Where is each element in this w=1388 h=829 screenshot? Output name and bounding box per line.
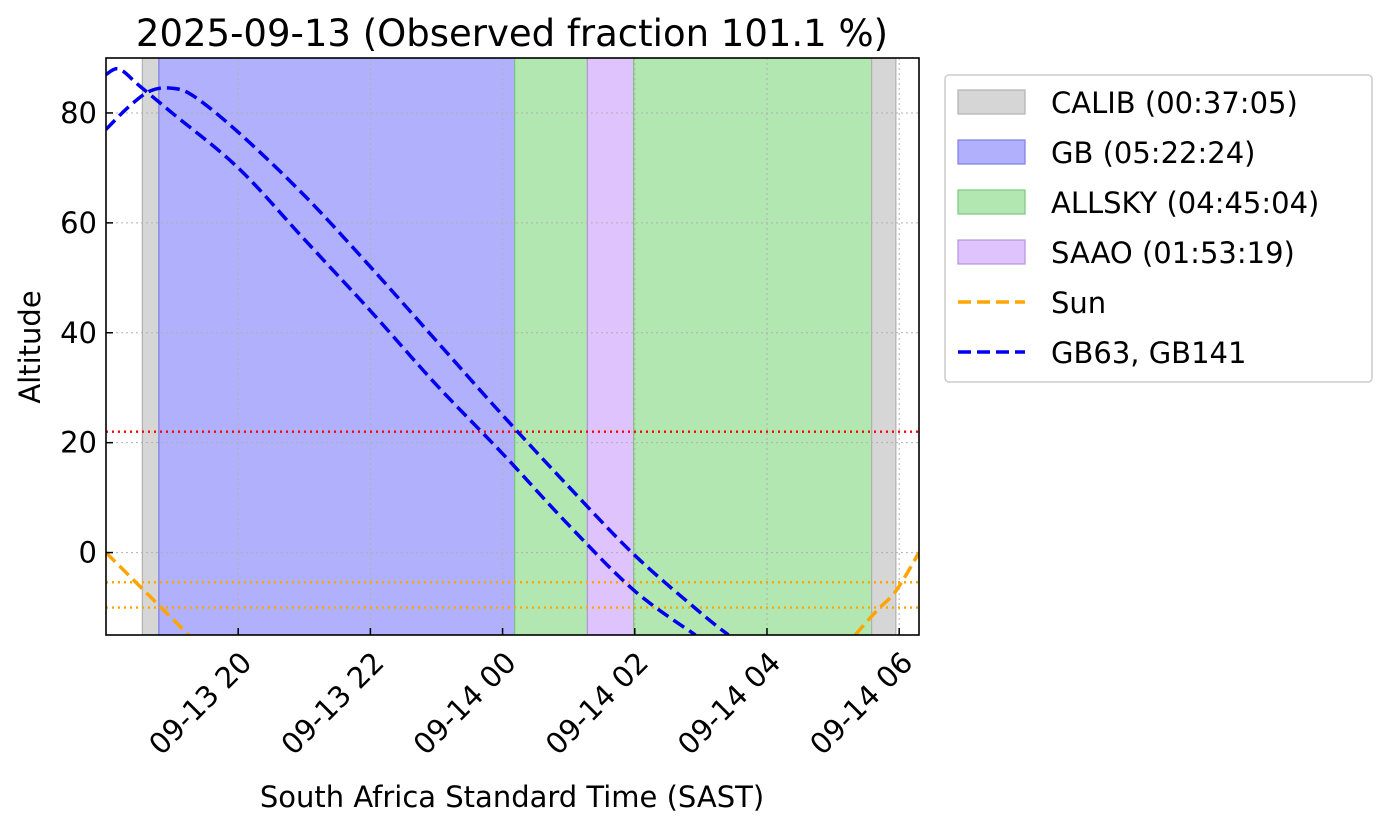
legend-swatch	[957, 139, 1026, 165]
legend-swatch	[957, 89, 1026, 115]
x-tick-label: 09-14 04	[671, 645, 787, 761]
x-tick-label: 09-14 00	[407, 645, 523, 761]
x-tick-label: 09-13 22	[274, 645, 390, 761]
span-gb-1	[158, 58, 516, 635]
x-tick-label: 09-13 20	[142, 645, 258, 761]
series-sun-line	[853, 551, 919, 635]
chart-title: 2025-09-13 (Observed fraction 101.1 %)	[136, 12, 888, 55]
legend-swatch	[957, 239, 1026, 265]
span-calib-5	[871, 58, 897, 635]
legend-frame	[944, 74, 1373, 383]
span-calib-0	[141, 58, 160, 635]
legend: CALIB (00:37:05) GB (05:22:24) ALLSKY (04:…	[944, 74, 1373, 383]
legend-label: ALLSKY (04:45:04)	[1051, 186, 1319, 220]
y-axis-label: Altitude	[13, 290, 47, 403]
series-gb63-line	[106, 86, 730, 635]
y-tick-label: 80	[60, 96, 97, 130]
plot-frame	[105, 57, 920, 636]
legend-swatch	[957, 189, 1026, 215]
span-allsky-4	[633, 58, 873, 635]
legend-label: GB (05:22:24)	[1051, 136, 1255, 170]
series-gb141-line	[106, 66, 697, 635]
span-saao-3	[586, 58, 635, 635]
y-tick-label: 0	[79, 536, 97, 570]
series-sun-line	[106, 551, 190, 635]
x-axis-label: South Africa Standard Time (SAST)	[260, 780, 764, 814]
y-tick-label: 60	[60, 206, 97, 240]
shaded-spans	[141, 58, 897, 635]
span-allsky-2	[514, 58, 589, 635]
y-tick-label: 40	[60, 316, 97, 350]
altitude-curves	[106, 66, 919, 635]
legend-label: GB63, GB141	[1051, 336, 1246, 370]
grid-lines	[106, 58, 919, 635]
legend-label: SAAO (01:53:19)	[1051, 236, 1295, 270]
legend-label: Sun	[1051, 286, 1106, 320]
y-tick-label: 20	[60, 426, 97, 460]
x-tick-label: 09-14 06	[803, 645, 919, 761]
legend-label: CALIB (00:37:05)	[1051, 86, 1298, 120]
x-tick-label: 09-14 02	[539, 645, 655, 761]
